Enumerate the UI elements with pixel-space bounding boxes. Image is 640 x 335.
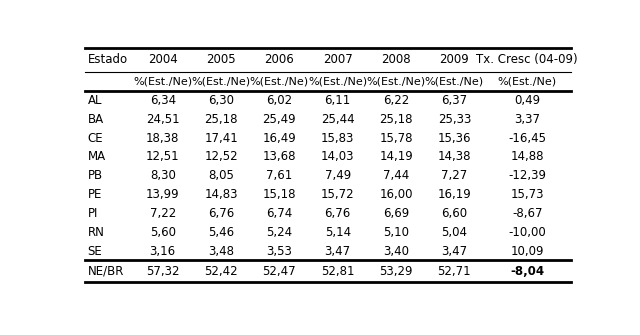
Text: -8,67: -8,67 (512, 207, 543, 220)
Text: BA: BA (88, 113, 104, 126)
Text: -12,39: -12,39 (508, 169, 547, 182)
Text: 25,18: 25,18 (380, 113, 413, 126)
Text: 7,22: 7,22 (150, 207, 176, 220)
Text: 2009: 2009 (440, 53, 469, 66)
Text: Tx. Cresc (04-09): Tx. Cresc (04-09) (477, 53, 578, 66)
Text: 2004: 2004 (148, 53, 178, 66)
Text: 16,00: 16,00 (380, 188, 413, 201)
Text: RN: RN (88, 226, 104, 239)
Text: NE/BR: NE/BR (88, 265, 124, 278)
Text: 14,03: 14,03 (321, 150, 355, 163)
Text: 7,61: 7,61 (266, 169, 292, 182)
Text: Estado: Estado (88, 53, 127, 66)
Text: 3,47: 3,47 (324, 245, 351, 258)
Text: 24,51: 24,51 (146, 113, 180, 126)
Text: 14,83: 14,83 (204, 188, 238, 201)
Text: CE: CE (88, 132, 103, 145)
Text: PE: PE (88, 188, 102, 201)
Text: 12,51: 12,51 (146, 150, 180, 163)
Text: 25,49: 25,49 (262, 113, 296, 126)
Text: 5,04: 5,04 (442, 226, 467, 239)
Text: 7,49: 7,49 (324, 169, 351, 182)
Text: 15,72: 15,72 (321, 188, 355, 201)
Text: 16,19: 16,19 (438, 188, 471, 201)
Text: 57,32: 57,32 (146, 265, 179, 278)
Text: 3,40: 3,40 (383, 245, 409, 258)
Text: 14,19: 14,19 (379, 150, 413, 163)
Text: %(Est./Ne): %(Est./Ne) (250, 76, 309, 86)
Text: 6,11: 6,11 (324, 94, 351, 107)
Text: 2007: 2007 (323, 53, 353, 66)
Text: 5,10: 5,10 (383, 226, 409, 239)
Text: 7,27: 7,27 (441, 169, 467, 182)
Text: 6,60: 6,60 (442, 207, 467, 220)
Text: 6,22: 6,22 (383, 94, 409, 107)
Text: 7,44: 7,44 (383, 169, 409, 182)
Text: 6,37: 6,37 (442, 94, 467, 107)
Text: %(Est./Ne): %(Est./Ne) (133, 76, 192, 86)
Text: PI: PI (88, 207, 98, 220)
Text: 2006: 2006 (264, 53, 294, 66)
Text: 3,48: 3,48 (208, 245, 234, 258)
Text: %(Est./Ne): %(Est./Ne) (308, 76, 367, 86)
Text: 15,78: 15,78 (380, 132, 413, 145)
Text: 13,99: 13,99 (146, 188, 180, 201)
Text: PB: PB (88, 169, 102, 182)
Text: 18,38: 18,38 (146, 132, 179, 145)
Text: 15,73: 15,73 (511, 188, 544, 201)
Text: 14,88: 14,88 (511, 150, 544, 163)
Text: MA: MA (88, 150, 106, 163)
Text: 15,18: 15,18 (262, 188, 296, 201)
Text: 25,44: 25,44 (321, 113, 355, 126)
Text: 15,36: 15,36 (438, 132, 471, 145)
Text: 10,09: 10,09 (511, 245, 544, 258)
Text: 13,68: 13,68 (262, 150, 296, 163)
Text: %(Est./Ne): %(Est./Ne) (425, 76, 484, 86)
Text: 3,47: 3,47 (442, 245, 467, 258)
Text: 52,42: 52,42 (204, 265, 238, 278)
Text: 8,30: 8,30 (150, 169, 175, 182)
Text: 3,16: 3,16 (150, 245, 176, 258)
Text: 5,24: 5,24 (266, 226, 292, 239)
Text: -10,00: -10,00 (508, 226, 546, 239)
Text: 15,83: 15,83 (321, 132, 355, 145)
Text: 6,30: 6,30 (208, 94, 234, 107)
Text: 6,34: 6,34 (150, 94, 176, 107)
Text: 25,33: 25,33 (438, 113, 471, 126)
Text: 2005: 2005 (206, 53, 236, 66)
Text: SE: SE (88, 245, 102, 258)
Text: 5,46: 5,46 (208, 226, 234, 239)
Text: 6,76: 6,76 (324, 207, 351, 220)
Text: -8,04: -8,04 (510, 265, 545, 278)
Text: 17,41: 17,41 (204, 132, 238, 145)
Text: 6,69: 6,69 (383, 207, 409, 220)
Text: 6,02: 6,02 (266, 94, 292, 107)
Text: 2008: 2008 (381, 53, 411, 66)
Text: 25,18: 25,18 (204, 113, 238, 126)
Text: 52,81: 52,81 (321, 265, 355, 278)
Text: 8,05: 8,05 (208, 169, 234, 182)
Text: 52,47: 52,47 (262, 265, 296, 278)
Text: 3,37: 3,37 (515, 113, 540, 126)
Text: 52,71: 52,71 (438, 265, 471, 278)
Text: 16,49: 16,49 (262, 132, 296, 145)
Text: 5,14: 5,14 (324, 226, 351, 239)
Text: 3,53: 3,53 (266, 245, 292, 258)
Text: 14,38: 14,38 (438, 150, 471, 163)
Text: %(Est./Ne): %(Est./Ne) (191, 76, 251, 86)
Text: 6,76: 6,76 (208, 207, 234, 220)
Text: 0,49: 0,49 (514, 94, 540, 107)
Text: %(Est./Ne): %(Est./Ne) (498, 76, 557, 86)
Text: -16,45: -16,45 (508, 132, 547, 145)
Text: 6,74: 6,74 (266, 207, 292, 220)
Text: 53,29: 53,29 (380, 265, 413, 278)
Text: 5,60: 5,60 (150, 226, 176, 239)
Text: 12,52: 12,52 (204, 150, 238, 163)
Text: %(Est./Ne): %(Est./Ne) (367, 76, 426, 86)
Text: AL: AL (88, 94, 102, 107)
